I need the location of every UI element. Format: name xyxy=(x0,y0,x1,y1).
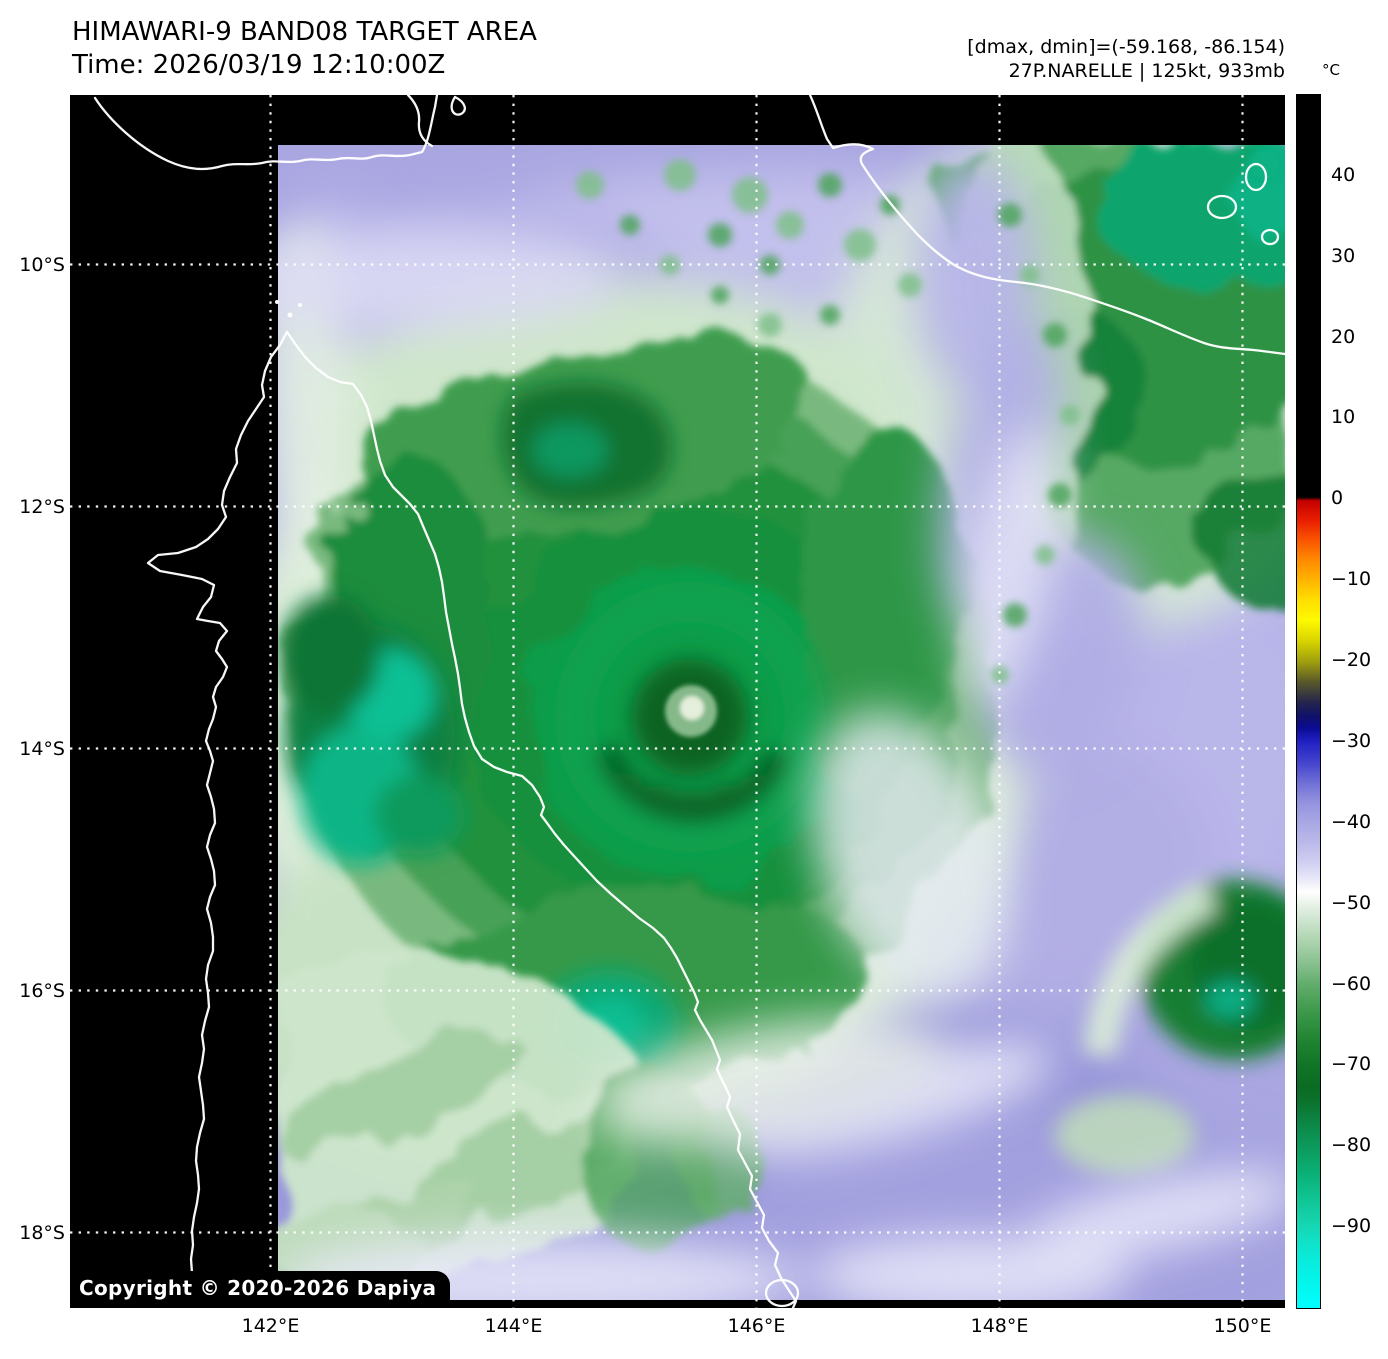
colorbar-tick-label: 10 xyxy=(1331,406,1356,429)
x-tick-label: 144°E xyxy=(484,1315,543,1337)
colorbar-tick-label: −10 xyxy=(1331,568,1372,591)
colorbar-tick-label: −70 xyxy=(1331,1053,1372,1076)
island-dot xyxy=(287,312,293,318)
storm-readout: 27P.NARELLE | 125kt, 933mb xyxy=(1008,60,1285,82)
island-outline xyxy=(764,1278,800,1308)
cloud-cell-southeast xyxy=(1055,879,1285,1175)
colorbar-tick-label: −20 xyxy=(1331,649,1372,672)
embedded-convection xyxy=(280,381,825,1080)
colorbar-tick-label: −40 xyxy=(1331,810,1372,833)
coastline-new-guinea-southeast xyxy=(808,95,1285,356)
colorbar-tick-label: −30 xyxy=(1331,729,1372,752)
island-outline xyxy=(1206,194,1238,220)
speckle-cells xyxy=(576,151,1279,684)
x-tick-label: 150°E xyxy=(1213,1315,1272,1337)
coastline-new-guinea-hook xyxy=(406,95,434,148)
dmax-dmin-readout: [dmax, dmin]=(-59.168, -86.154) xyxy=(967,36,1285,58)
title-block: HIMAWARI-9 BAND08 TARGET AREA Time: 2026… xyxy=(72,16,537,82)
coastline-queensland-east xyxy=(285,330,798,1308)
island-dot xyxy=(298,303,302,307)
colorbar-tick-label: 30 xyxy=(1331,244,1356,267)
y-tick-label: 14°S xyxy=(19,737,65,760)
island-outline xyxy=(1260,228,1280,246)
copyright-badge: Copyright © 2020-2026 Dapiya xyxy=(70,1271,451,1308)
x-tick-label: 148°E xyxy=(970,1315,1029,1337)
island-outline xyxy=(1244,162,1268,192)
map-plot xyxy=(70,95,1285,1308)
y-tick-label: 10°S xyxy=(19,253,65,276)
island-dot xyxy=(275,300,279,304)
coastline-cape-york-west xyxy=(146,330,289,1308)
x-tick-label: 142°E xyxy=(241,1315,300,1337)
timestamp: Time: 2026/03/19 12:10:00Z xyxy=(72,50,446,80)
colorbar-tick-label: −60 xyxy=(1331,972,1372,995)
coastline-new-guinea-west xyxy=(93,95,439,171)
colorbar-tick-label: 20 xyxy=(1331,325,1356,348)
cyclone-eye xyxy=(665,685,717,737)
colorbar-tick-label: 40 xyxy=(1331,163,1356,186)
colorbar-tick-label: −90 xyxy=(1331,1215,1372,1238)
y-tick-label: 16°S xyxy=(19,979,65,1002)
temperature-colorbar xyxy=(1296,94,1321,1309)
x-tick-label: 146°E xyxy=(727,1315,786,1337)
y-tick-label: 18°S xyxy=(19,1221,65,1244)
coastlines xyxy=(93,95,1285,1308)
page-title: HIMAWARI-9 BAND08 TARGET AREA xyxy=(72,17,537,47)
satellite-swath xyxy=(278,145,1285,1300)
satellite-map xyxy=(70,95,1285,1308)
colorbar-tick-label: −80 xyxy=(1331,1134,1372,1157)
coastline-new-guinea-curl xyxy=(450,95,466,116)
y-tick-label: 12°S xyxy=(19,495,65,518)
colorbar-unit-label: °C xyxy=(1322,61,1340,79)
colorbar-tick-label: −50 xyxy=(1331,891,1372,914)
colorbar-tick-label: 0 xyxy=(1331,487,1344,510)
annotation-block: [dmax, dmin]=(-59.168, -86.154) 27P.NARE… xyxy=(967,35,1285,83)
